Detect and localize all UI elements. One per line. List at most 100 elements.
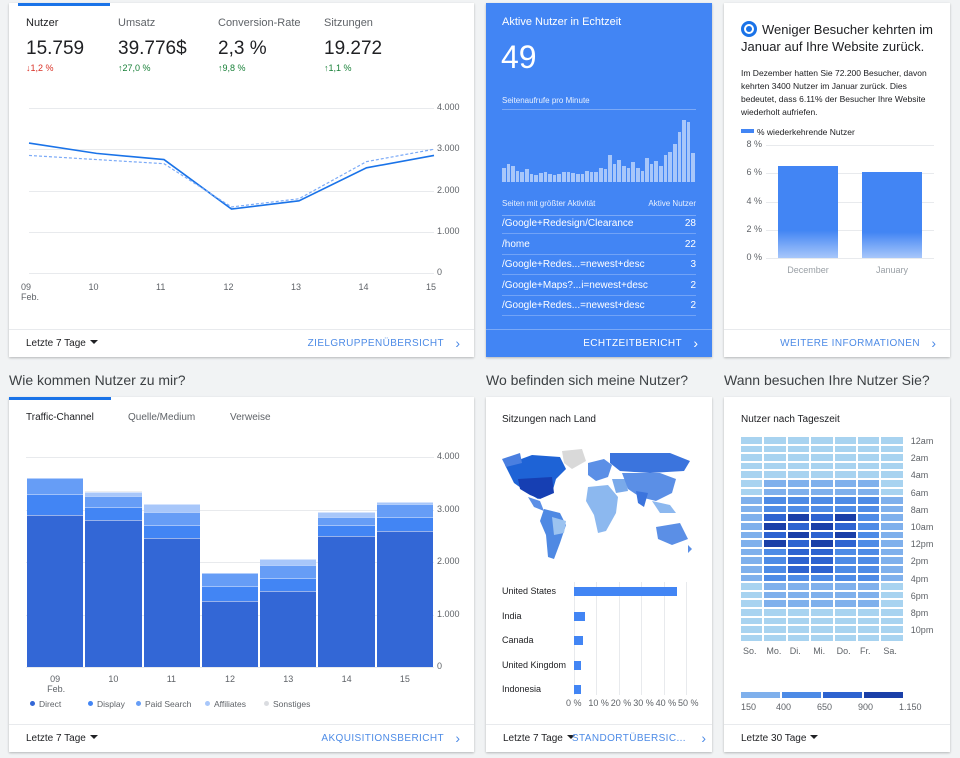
map-asia — [622, 473, 676, 501]
realtime-footer: ECHTZEITBERICHT › — [486, 329, 712, 357]
heatmap-cell — [741, 617, 763, 625]
active-users-count: 3 — [690, 259, 696, 270]
heatmap-cell — [881, 471, 903, 478]
insight-icon — [741, 21, 757, 37]
date-range-dropdown[interactable]: Letzte 7 Tage — [26, 733, 98, 744]
legend-label: Paid Search — [145, 699, 192, 709]
gridline — [26, 667, 434, 668]
insight-icon-dot — [746, 26, 752, 32]
country-label: India — [502, 610, 522, 621]
location-overview-link[interactable]: STANDORTÜBERSIC... — [571, 733, 686, 744]
heatmap-cell — [787, 626, 810, 633]
heatmap-cell — [764, 445, 786, 453]
map-russia — [610, 453, 690, 473]
pageview-bar — [552, 174, 557, 182]
vertical-gridline — [596, 582, 598, 695]
heatmap-cell — [764, 505, 786, 513]
chevron-right-icon[interactable]: › — [455, 335, 460, 351]
date-range-dropdown[interactable]: Letzte 30 Tage — [741, 733, 819, 744]
hour-label: 2am — [910, 453, 929, 464]
day-label: Mi. — [813, 646, 826, 657]
heatmap-cell — [834, 548, 856, 556]
x-tick-label: 14 — [358, 282, 369, 292]
heatmap-cell — [811, 617, 833, 625]
pageview-bar — [502, 167, 506, 182]
heatmap-cell — [741, 514, 763, 521]
metric-3[interactable]: Sitzungen 19.272 ↑1,1 % — [324, 3, 382, 83]
realtime-row[interactable]: /Google+Maps?...i=newest+desc 2 — [502, 276, 696, 296]
heatmap-cell — [858, 540, 880, 547]
date-range-dropdown[interactable]: Letzte 7 Tage — [503, 733, 575, 744]
legend-label: Sonstiges — [273, 699, 311, 709]
heatmap-cell — [881, 591, 903, 599]
chevron-right-icon[interactable]: › — [693, 335, 698, 351]
metric-value: 15.759 — [26, 38, 85, 59]
pageview-bar — [538, 173, 543, 182]
stack-segment-affiliates — [85, 492, 142, 497]
stack-segment-sonstiges — [85, 490, 142, 493]
chevron-right-icon[interactable]: › — [931, 335, 936, 351]
realtime-report-link[interactable]: ECHTZEITBERICHT — [583, 338, 682, 349]
heatmap-cell — [741, 454, 763, 461]
heatmap-cell — [741, 480, 763, 487]
heatmap-cell — [834, 514, 856, 521]
realtime-row[interactable]: /Google+Redes...=newest+desc 2 — [502, 296, 696, 316]
country-bar — [574, 587, 678, 596]
heatmap-cell — [881, 462, 903, 470]
x-tick-label: January — [875, 265, 909, 275]
date-range-dropdown[interactable]: Letzte 7 Tage — [26, 338, 98, 349]
pageview-bar — [686, 122, 691, 182]
pageview-bar — [594, 171, 598, 182]
map-india — [636, 491, 648, 507]
tab-source-medium[interactable]: Quelle/Medium — [128, 412, 196, 423]
heatmap-cell — [834, 497, 856, 504]
realtime-row[interactable]: /home 22 — [502, 235, 696, 255]
acquisition-report-link[interactable]: AKQUISITIONSBERICHT — [321, 733, 444, 744]
chevron-right-icon[interactable]: › — [701, 730, 706, 746]
heatmap-cell — [787, 488, 810, 496]
heatmap-cell — [881, 540, 903, 547]
pageview-bar — [566, 172, 571, 182]
pageview-bar — [603, 169, 608, 182]
tab-traffic-channel[interactable]: Traffic-Channel — [26, 412, 94, 423]
audience-overview-link[interactable]: ZIELGRUPPENÜBERSICHT — [307, 338, 444, 349]
heatmap-cell — [741, 591, 763, 599]
metric-2[interactable]: Conversion-Rate 2,3 % ↑9,8 % — [218, 3, 301, 83]
legend-label: Affiliates — [214, 699, 246, 709]
active-users-count: 2 — [690, 300, 696, 311]
realtime-row[interactable]: /Google+Redes...=newest+desc 3 — [502, 255, 696, 275]
chevron-right-icon[interactable]: › — [455, 730, 460, 746]
stack-segment-display — [85, 506, 142, 520]
scale-label: 400 — [776, 702, 792, 712]
metric-0[interactable]: Nutzer 15.759 ↓1,2 % — [26, 3, 84, 83]
pageview-bar — [612, 164, 617, 182]
scale-swatch — [864, 692, 903, 698]
more-info-link[interactable]: WEITERE INFORMATIONEN — [780, 338, 920, 349]
heatmap-cell — [834, 540, 856, 547]
pageview-bar — [663, 154, 668, 182]
stack-segment-direct — [143, 538, 200, 667]
heatmap-cell — [787, 566, 810, 573]
heatmap-cell — [764, 548, 786, 556]
pageview-bar — [599, 167, 603, 182]
heatmap-cell — [811, 600, 833, 607]
tab-referrals[interactable]: Verweise — [230, 412, 271, 423]
realtime-row[interactable]: /Google+Redesign/Clearance 28 — [502, 214, 696, 234]
realtime-card: Aktive Nutzer in Echtzeit 49 Seitenaufru… — [486, 3, 712, 357]
heatmap-cell — [834, 626, 856, 633]
scale-swatch — [782, 692, 821, 698]
insight-card: Weniger Besucher kehrten im Januar auf I… — [724, 3, 950, 357]
heatmap-cell — [811, 454, 833, 461]
caret-down-icon — [89, 340, 98, 344]
legend-dot — [136, 701, 141, 706]
heatmap-cell — [834, 523, 856, 530]
page-path: /Google+Redesign/Clearance — [502, 218, 634, 229]
heatmap-cell — [858, 454, 880, 461]
geo-title: Sitzungen nach Land — [502, 414, 596, 425]
scale-swatch — [741, 692, 780, 698]
heatmap-cell — [881, 505, 903, 513]
heatmap-cell — [858, 514, 880, 521]
gridline — [766, 201, 934, 203]
metric-1[interactable]: Umsatz 39.776$ ↑27,0 % — [118, 3, 187, 83]
heatmap-cell — [881, 514, 903, 521]
